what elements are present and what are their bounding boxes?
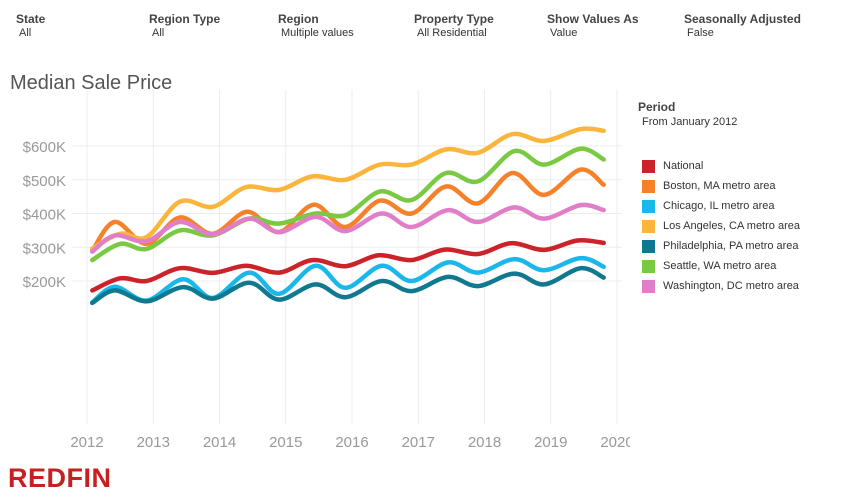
y-tick-label: $400K <box>23 207 66 224</box>
series-line-chicago-il-metro-area <box>90 255 606 305</box>
legend-label: Los Angeles, CA metro area <box>663 220 800 232</box>
legend-item[interactable]: Los Angeles, CA metro area <box>638 216 848 236</box>
legend-label: Philadelphia, PA metro area <box>663 240 799 252</box>
filter-label: Region Type <box>149 12 221 26</box>
x-tick-label: 2019 <box>534 434 567 451</box>
filter-label: State <box>16 12 46 26</box>
y-tick-label: $300K <box>23 240 66 257</box>
y-tick-label: $500K <box>23 173 66 190</box>
x-tick-label: 2018 <box>468 434 501 451</box>
filter-value[interactable]: Multiple values <box>281 27 354 39</box>
filter-property-type[interactable]: Property Type All Residential <box>414 12 494 40</box>
filter-label: Region <box>278 12 319 26</box>
x-tick-label: 2016 <box>335 434 368 451</box>
series-line-seattle-wa-metro-area <box>90 146 606 263</box>
legend-item[interactable]: Washington, DC metro area <box>638 276 848 296</box>
filter-bar: State All Region Type All Region Multipl… <box>0 0 849 50</box>
legend-subtitle: From January 2012 <box>642 116 738 128</box>
filter-show-values-as[interactable]: Show Values As Value <box>547 12 639 40</box>
x-tick-label: 2020 <box>600 434 630 451</box>
legend-swatch <box>642 219 655 233</box>
x-tick-label: 2014 <box>203 434 236 451</box>
filter-region[interactable]: Region Multiple values <box>278 12 354 40</box>
series-line-national <box>90 237 606 293</box>
legend-label: Boston, MA metro area <box>663 180 776 192</box>
legend: Period From January 2012 National Boston,… <box>638 100 848 296</box>
filter-label: Show Values As <box>547 12 639 26</box>
series-line-washington-dc-metro-area <box>90 202 606 254</box>
filter-value[interactable]: All <box>152 27 165 39</box>
series-line-philadelphia-pa-metro-area <box>90 265 606 306</box>
filter-value[interactable]: All Residential <box>417 27 487 39</box>
filter-seasonally-adjusted[interactable]: Seasonally Adjusted False <box>684 12 801 40</box>
filter-state[interactable]: State All <box>16 12 45 40</box>
legend-item[interactable]: Philadelphia, PA metro area <box>638 236 848 256</box>
filter-value[interactable]: All <box>19 27 32 39</box>
legend-label: Washington, DC metro area <box>663 280 799 292</box>
legend-item[interactable]: National <box>638 156 848 176</box>
x-tick-label: 2013 <box>137 434 170 451</box>
filter-value[interactable]: Value <box>550 27 578 39</box>
redfin-logo: REDFIN <box>8 463 112 493</box>
filter-label: Property Type <box>414 12 494 26</box>
legend-list: National Boston, MA metro area Chicago, IL… <box>638 156 848 296</box>
x-tick-label: 2017 <box>402 434 435 451</box>
legend-swatch <box>642 279 655 293</box>
filter-value[interactable]: False <box>687 27 714 39</box>
legend-label: Chicago, IL metro area <box>663 200 775 212</box>
legend-item[interactable]: Boston, MA metro area <box>638 176 848 196</box>
line-chart: $200K $300K $400K $500K $600K 2012 2013 2014 201… <box>23 90 630 451</box>
y-tick-label: $200K <box>23 274 66 291</box>
x-tick-label: 2015 <box>269 434 302 451</box>
legend-swatch <box>642 259 655 273</box>
filter-label: Seasonally Adjusted <box>684 12 801 26</box>
legend-label: National <box>663 160 704 172</box>
legend-item[interactable]: Chicago, IL metro area <box>638 196 848 216</box>
legend-swatch <box>642 199 655 213</box>
y-tick-label: $600K <box>23 139 66 156</box>
legend-swatch <box>642 239 655 253</box>
legend-title: Period <box>638 100 676 114</box>
chart-title: Median Sale Price <box>10 72 173 94</box>
filter-region-type[interactable]: Region Type All <box>149 12 220 40</box>
legend-swatch <box>642 179 655 193</box>
series-line-los-angeles-ca-metro-area <box>90 126 606 251</box>
legend-swatch <box>642 159 655 173</box>
legend-label: Seattle, WA metro area <box>663 260 777 272</box>
x-tick-label: 2012 <box>70 434 103 451</box>
legend-item[interactable]: Seattle, WA metro area <box>638 256 848 276</box>
